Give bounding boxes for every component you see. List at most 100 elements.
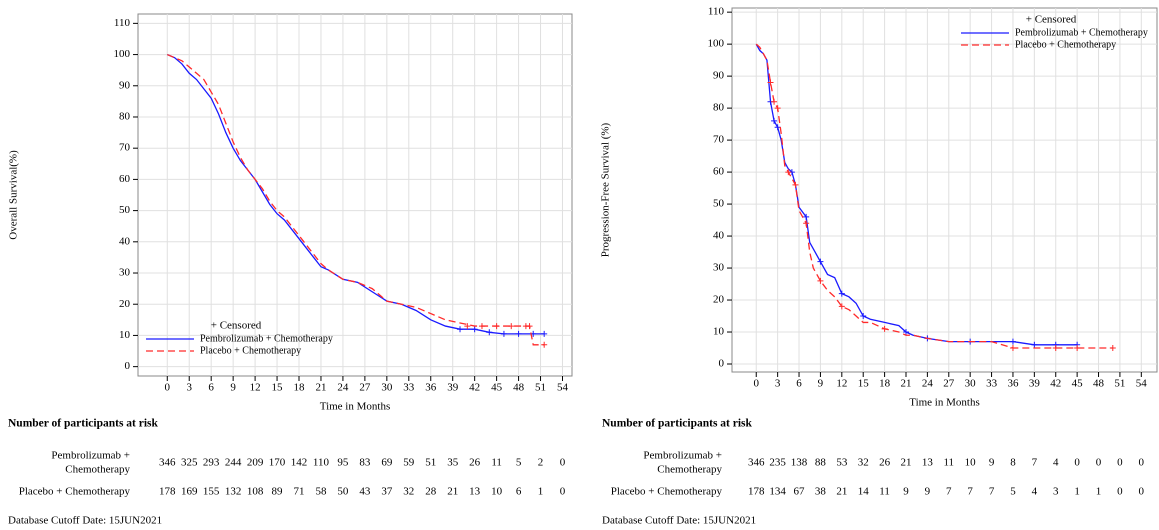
censor-mark — [771, 117, 778, 124]
x-tick-label: 33 — [403, 382, 415, 394]
x-tick-label: 0 — [753, 378, 759, 390]
x-tick-label: 21 — [315, 382, 326, 394]
censor-mark — [464, 323, 471, 330]
censor-mark — [774, 105, 781, 112]
x-tick-label: 15 — [858, 378, 870, 390]
risk-value: 346 — [748, 457, 765, 469]
censor-mark — [493, 323, 500, 330]
x-tick-label: 12 — [250, 382, 261, 394]
y-tick-label: 70 — [119, 142, 131, 154]
legend-label: Placebo + Chemotherapy — [200, 345, 301, 356]
y-tick-label: 50 — [119, 204, 131, 216]
y-axis-label: Progression-Free Survival (%) — [600, 122, 612, 257]
y-tick-label: 60 — [119, 173, 131, 185]
censor-mark — [478, 323, 485, 330]
y-tick-label: 80 — [713, 102, 725, 114]
y-tick-label: 40 — [119, 235, 131, 247]
y-tick-label: 60 — [713, 166, 725, 178]
risk-value: 132 — [225, 486, 242, 498]
x-tick-label: 51 — [535, 382, 546, 394]
risk-value: 7 — [946, 486, 952, 498]
y-tick-label: 90 — [713, 70, 725, 82]
legend-label: Pembrolizumab + Chemotherapy — [1015, 27, 1148, 38]
censor-mark — [1109, 345, 1116, 352]
x-tick-label: 3 — [186, 382, 192, 394]
x-tick-label: 24 — [922, 378, 934, 390]
x-tick-label: 36 — [425, 382, 437, 394]
risk-value: 7 — [967, 486, 973, 498]
x-tick-label: 18 — [879, 378, 891, 390]
y-tick-label: 10 — [713, 326, 725, 338]
risk-value: 0 — [1139, 457, 1145, 469]
censor-mark — [860, 313, 867, 320]
risk-value: 169 — [181, 486, 198, 498]
censor-mark — [1031, 341, 1038, 348]
y-tick-label: 0 — [719, 358, 725, 370]
y-tick-label: 40 — [713, 230, 725, 242]
x-tick-label: 39 — [447, 382, 459, 394]
y-tick-label: 100 — [114, 48, 131, 60]
risk-value: 134 — [769, 486, 786, 498]
risk-value: 21 — [900, 457, 911, 469]
risk-value: 38 — [815, 486, 827, 498]
x-tick-label: 24 — [337, 382, 349, 394]
risk-value: 7 — [1032, 457, 1038, 469]
risk-value: 170 — [269, 457, 286, 469]
censor-mark — [541, 341, 548, 348]
risk-value: 58 — [315, 486, 327, 498]
footnote: Database Cutoff Date: 15JUN2021 — [8, 515, 162, 527]
risk-row-label: Chemotherapy — [65, 464, 130, 476]
x-tick-label: 45 — [1072, 378, 1084, 390]
risk-value: 53 — [836, 457, 848, 469]
risk-value: 43 — [359, 486, 371, 498]
risk-value: 59 — [403, 457, 415, 469]
risk-value: 71 — [294, 486, 305, 498]
censor-mark — [541, 330, 548, 337]
censor-mark — [471, 326, 478, 333]
risk-value: 69 — [381, 457, 393, 469]
censor-mark — [1009, 338, 1016, 345]
y-tick-label: 70 — [713, 134, 725, 146]
censor-mark — [902, 329, 909, 336]
x-tick-label: 12 — [836, 378, 847, 390]
x-tick-label: 54 — [1136, 378, 1148, 390]
risk-value: 14 — [858, 486, 870, 498]
censor-mark — [1052, 345, 1059, 352]
x-tick-label: 36 — [1007, 378, 1019, 390]
y-tick-label: 30 — [119, 267, 131, 279]
risk-value: 2 — [538, 457, 544, 469]
risk-value: 11 — [943, 457, 954, 469]
risk-value: 13 — [469, 486, 481, 498]
x-tick-label: 6 — [208, 382, 214, 394]
censor-mark — [774, 124, 781, 131]
censor-mark — [803, 220, 810, 227]
risk-value: 5 — [516, 457, 522, 469]
risk-value: 10 — [491, 486, 503, 498]
risk-value: 110 — [313, 457, 330, 469]
censor-mark — [767, 79, 774, 86]
risk-row-label: Placebo + Chemotherapy — [19, 486, 131, 498]
risk-row-label: Pembrolizumab + — [643, 450, 722, 462]
risk-value: 32 — [403, 486, 414, 498]
risk-value: 1 — [538, 486, 544, 498]
x-tick-label: 18 — [294, 382, 306, 394]
x-tick-label: 21 — [900, 378, 911, 390]
risk-value: 9 — [925, 486, 931, 498]
risk-row-label: Chemotherapy — [657, 464, 722, 476]
risk-value: 95 — [337, 457, 349, 469]
censor-mark — [803, 213, 810, 220]
risk-value: 5 — [1010, 486, 1016, 498]
risk-value: 67 — [794, 486, 806, 498]
risk-value: 37 — [381, 486, 393, 498]
censor-mark — [457, 326, 464, 333]
y-tick-label: 80 — [119, 111, 131, 123]
x-tick-label: 42 — [1050, 378, 1061, 390]
risk-value: 325 — [181, 457, 198, 469]
x-tick-label: 0 — [165, 382, 171, 394]
x-tick-label: 9 — [818, 378, 824, 390]
legend-title: + Censored — [1026, 14, 1077, 26]
plot-area — [731, 7, 1158, 373]
x-tick-label: 54 — [557, 382, 569, 394]
risk-value: 32 — [858, 457, 869, 469]
